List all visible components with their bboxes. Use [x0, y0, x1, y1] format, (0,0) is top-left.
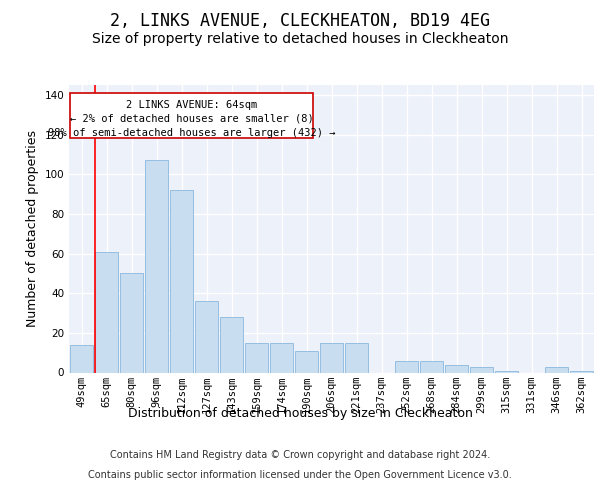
Bar: [445, 364, 468, 372]
Text: 2, LINKS AVENUE, CLECKHEATON, BD19 4EG: 2, LINKS AVENUE, CLECKHEATON, BD19 4EG: [110, 12, 490, 30]
Bar: [495, 370, 518, 372]
Bar: [345, 343, 368, 372]
Text: ← 2% of detached houses are smaller (8): ← 2% of detached houses are smaller (8): [70, 114, 313, 124]
Text: Contains public sector information licensed under the Open Government Licence v3: Contains public sector information licen…: [88, 470, 512, 480]
Text: 98% of semi-detached houses are larger (432) →: 98% of semi-detached houses are larger (…: [48, 128, 335, 138]
Bar: [295, 350, 318, 372]
Bar: [145, 160, 168, 372]
FancyBboxPatch shape: [70, 93, 313, 138]
Bar: [395, 360, 418, 372]
Text: 2 LINKS AVENUE: 64sqm: 2 LINKS AVENUE: 64sqm: [126, 100, 257, 110]
Bar: [545, 366, 568, 372]
Bar: [270, 343, 293, 372]
Bar: [220, 317, 243, 372]
Text: Size of property relative to detached houses in Cleckheaton: Size of property relative to detached ho…: [92, 32, 508, 46]
Bar: [170, 190, 193, 372]
Text: Contains HM Land Registry data © Crown copyright and database right 2024.: Contains HM Land Registry data © Crown c…: [110, 450, 490, 460]
Bar: [70, 344, 93, 372]
Bar: [245, 343, 268, 372]
Bar: [420, 360, 443, 372]
Bar: [570, 370, 593, 372]
Text: Distribution of detached houses by size in Cleckheaton: Distribution of detached houses by size …: [128, 408, 472, 420]
Bar: [195, 301, 218, 372]
Y-axis label: Number of detached properties: Number of detached properties: [26, 130, 39, 327]
Bar: [320, 343, 343, 372]
Bar: [120, 274, 143, 372]
Bar: [95, 252, 118, 372]
Bar: [470, 366, 493, 372]
